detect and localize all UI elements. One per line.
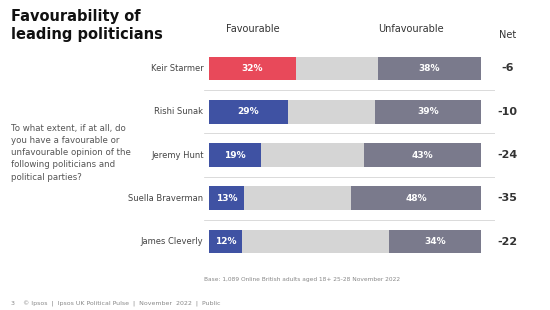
Bar [350, 186, 481, 210]
Text: Favourability of
leading politicians: Favourability of leading politicians [11, 9, 163, 42]
Bar [288, 100, 375, 124]
Text: 38%: 38% [419, 64, 441, 73]
Text: Keir Starmer: Keir Starmer [151, 64, 204, 73]
Bar [209, 230, 241, 254]
Text: 12%: 12% [214, 237, 236, 246]
Text: 48%: 48% [405, 194, 427, 203]
Text: 43%: 43% [412, 150, 433, 160]
Text: 29%: 29% [238, 107, 259, 116]
Text: 19%: 19% [224, 150, 246, 160]
Text: 32%: 32% [242, 64, 263, 73]
Bar [375, 100, 481, 124]
Text: 34%: 34% [424, 237, 446, 246]
Text: -24: -24 [498, 150, 518, 160]
Text: Favourable: Favourable [226, 24, 279, 34]
Text: -22: -22 [498, 237, 518, 246]
Text: Net: Net [499, 30, 516, 40]
Text: Suella Braverman: Suella Braverman [128, 194, 204, 203]
Text: -6: -6 [502, 64, 514, 73]
Bar [296, 56, 378, 80]
Text: 3    © Ipsos  |  Ipsos UK Political Pulse  |  November  2022  |  Public: 3 © Ipsos | Ipsos UK Political Pulse | N… [11, 301, 221, 307]
Text: Jeremy Hunt: Jeremy Hunt [151, 150, 204, 160]
Text: Base: 1,089 Online British adults aged 18+ 25-28 November 2022: Base: 1,089 Online British adults aged 1… [204, 277, 400, 282]
Text: -10: -10 [498, 107, 518, 117]
Text: Unfavourable: Unfavourable [378, 24, 443, 34]
Bar [378, 56, 481, 80]
Text: To what extent, if at all, do
you have a favourable or
unfavourable opinion of t: To what extent, if at all, do you have a… [11, 124, 131, 182]
Bar [209, 186, 244, 210]
Bar [209, 100, 288, 124]
Bar [364, 143, 481, 167]
Text: -35: -35 [498, 193, 518, 203]
Bar [389, 230, 481, 254]
Bar [209, 56, 296, 80]
Bar [244, 186, 350, 210]
Text: 39%: 39% [417, 107, 439, 116]
Text: Rishi Sunak: Rishi Sunak [155, 107, 204, 116]
Bar [241, 230, 389, 254]
Text: James Cleverly: James Cleverly [141, 237, 204, 246]
Bar [261, 143, 364, 167]
Text: 13%: 13% [216, 194, 238, 203]
Bar [209, 143, 261, 167]
